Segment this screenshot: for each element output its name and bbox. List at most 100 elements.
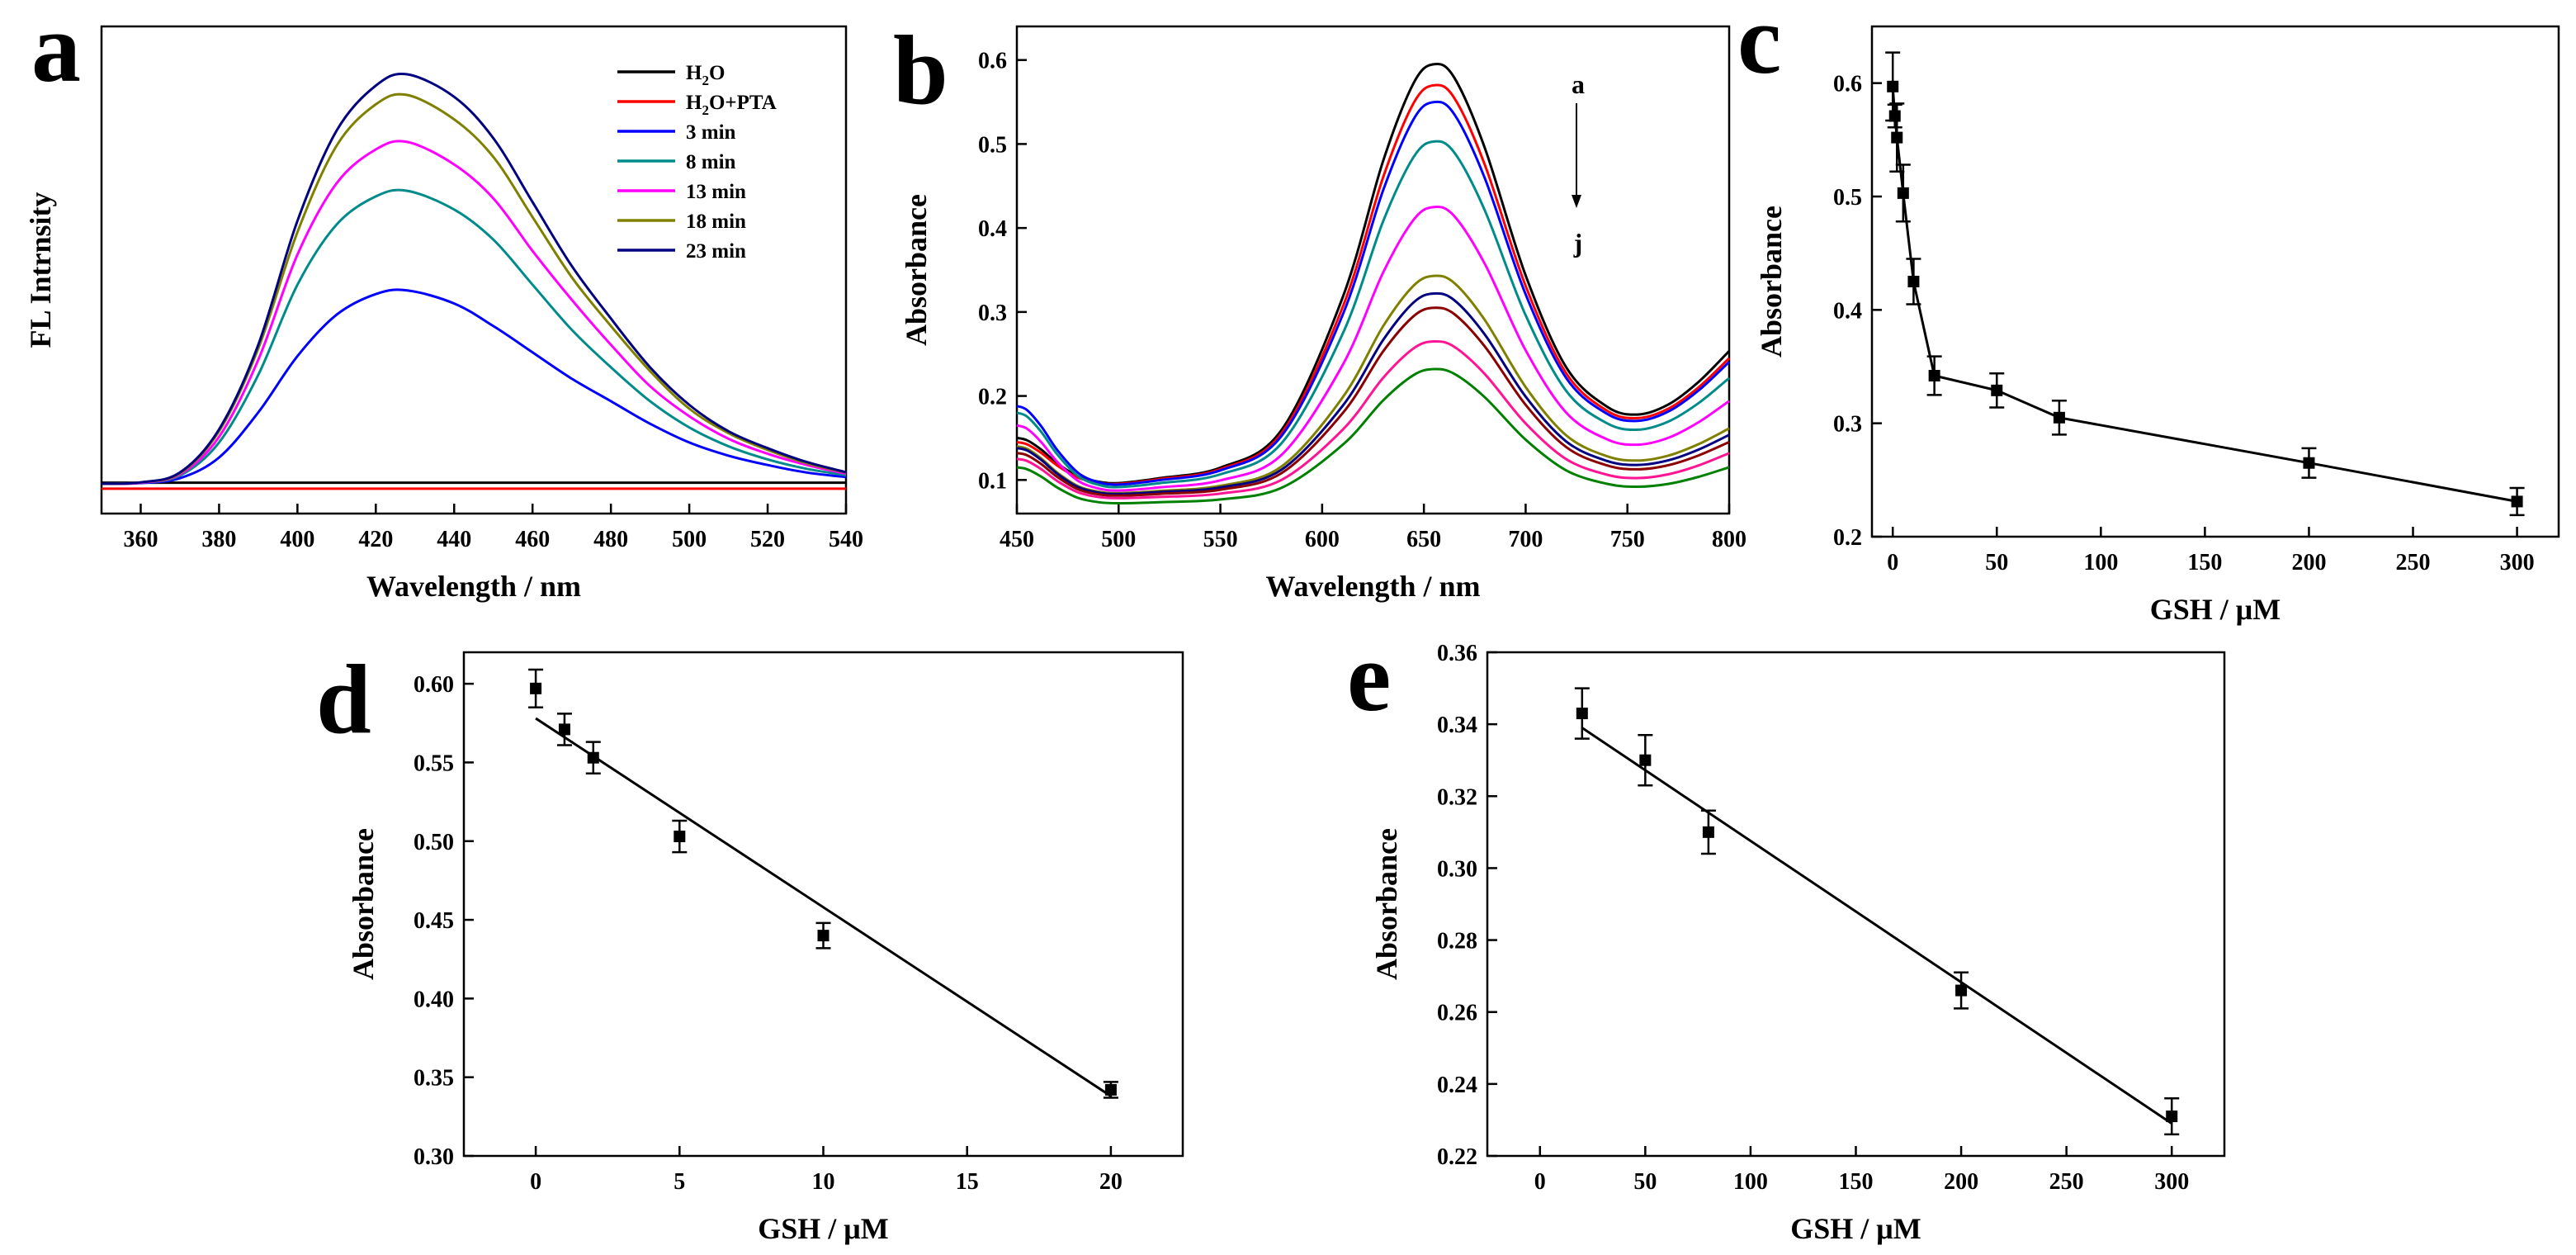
y-tick-label: 0.2 — [978, 385, 1007, 410]
x-tick-label: 500 — [1101, 527, 1136, 552]
y-tick-label: 0.55 — [414, 751, 454, 776]
data-point — [2509, 486, 2525, 517]
square-marker — [558, 723, 570, 736]
data-point — [1926, 355, 1942, 396]
square-marker — [2053, 411, 2065, 424]
series-line-8-min — [101, 188, 847, 485]
plot-frame — [1015, 25, 1731, 515]
x-tick-label: 300 — [2154, 1169, 2189, 1195]
linear-fit-line — [1581, 727, 2173, 1125]
y-tick-label: 0.45 — [414, 908, 454, 934]
x-tick-label: 20 — [1099, 1169, 1123, 1195]
x-tick-label: 15 — [956, 1169, 979, 1195]
arrow-head-icon — [1572, 195, 1581, 208]
x-axis-label: GSH / μM — [1790, 1212, 1921, 1245]
data-point — [1574, 687, 1590, 740]
x-tick-label: 50 — [1985, 550, 2008, 575]
square-marker — [1955, 984, 1968, 997]
x-axis-label: GSH / μM — [2150, 593, 2281, 626]
y-tick-label: 0.50 — [414, 830, 454, 855]
y-axis-label: Absorbance — [900, 194, 933, 346]
square-marker — [587, 751, 599, 764]
panel-e: 0 50 100 150 200 250 300 0.22 0.24 0.26 0.28 0.30 0.… — [1347, 622, 2226, 1245]
data-point — [2301, 447, 2317, 479]
series-line-13-min — [101, 140, 847, 485]
square-marker — [1702, 826, 1714, 838]
y-axis-label: Absorbance — [1755, 206, 1788, 358]
y-tick-label: 0.6 — [978, 49, 1007, 74]
legend-label: 8 min — [686, 151, 736, 173]
x-tick-label: 420 — [358, 527, 393, 552]
spectrum-line-e — [1016, 206, 1730, 492]
x-tick-label: 200 — [1944, 1169, 1978, 1195]
data-point — [1638, 733, 1653, 787]
data-point — [2051, 399, 2067, 436]
square-marker — [1907, 276, 1920, 287]
panel-a: 360 380 400 420 440 460 480 500 520 540 Wavelength… — [24, 0, 863, 603]
x-tick-label: 500 — [672, 527, 707, 552]
x-tick-label: 0 — [530, 1169, 541, 1195]
panel-label-d: d — [316, 644, 371, 754]
x-tick-label: 540 — [829, 527, 863, 552]
data-point — [1895, 163, 1911, 223]
plot-frame — [100, 25, 848, 515]
x-tick-label: 150 — [1839, 1169, 1874, 1195]
data-point — [528, 668, 544, 708]
x-tick-label: 0 — [1887, 550, 1898, 575]
x-tick-label: 800 — [1712, 527, 1746, 552]
x-tick-label: 50 — [1633, 1169, 1657, 1195]
data-point — [1887, 103, 1902, 129]
x-tick-label: 520 — [750, 527, 785, 552]
legend-label: H2O+PTA — [686, 92, 777, 118]
x-tick-label: 5 — [674, 1169, 685, 1195]
square-marker — [1891, 131, 1903, 144]
panel-label-b: b — [893, 15, 948, 125]
y-tick-label: 0.22 — [1437, 1144, 1477, 1170]
y-tick-label: 0.28 — [1437, 929, 1477, 954]
panel-label-e: e — [1347, 622, 1391, 732]
y-axis-label: Absorbance — [347, 828, 380, 980]
square-marker — [2303, 457, 2315, 469]
square-marker — [530, 682, 542, 694]
x-tick-label: 400 — [280, 527, 314, 552]
annotation-a: a — [1572, 69, 1585, 99]
square-marker — [1576, 708, 1588, 720]
square-marker — [674, 831, 686, 843]
y-tick-label: 0.26 — [1437, 1001, 1477, 1026]
y-tick-label: 0.1 — [978, 468, 1007, 494]
y-tick-label: 0.2 — [1833, 525, 1862, 551]
x-tick-label: 440 — [437, 527, 471, 552]
x-tick-label: 650 — [1406, 527, 1441, 552]
data-point — [1954, 971, 1969, 1010]
plot-frame — [1870, 25, 2560, 538]
square-marker — [2166, 1111, 2178, 1123]
square-marker — [1928, 369, 1940, 381]
x-tick-label: 750 — [1610, 527, 1645, 552]
x-tick-label: 360 — [123, 527, 158, 552]
y-tick-label: 0.24 — [1437, 1073, 1477, 1098]
connecting-line — [1891, 86, 2517, 503]
y-tick-label: 0.6 — [1833, 72, 1862, 97]
square-marker — [1991, 384, 2003, 396]
y-tick-label: 0.5 — [978, 132, 1007, 158]
x-tick-label: 600 — [1305, 527, 1340, 552]
x-tick-label: 480 — [593, 527, 628, 552]
data-point — [1906, 258, 1921, 305]
y-tick-label: 0.3 — [978, 301, 1007, 326]
square-marker — [1887, 80, 1899, 92]
panel-b: 450 500 550 600 650 700 750 800 0.1 0.2 0.3 0.4 0.5 0… — [893, 15, 1746, 603]
x-tick-label: 250 — [2396, 550, 2431, 575]
plot-frame — [462, 651, 1184, 1158]
x-tick-label: 550 — [1203, 527, 1238, 552]
legend-label: 13 min — [686, 181, 746, 203]
x-tick-label: 300 — [2500, 550, 2535, 575]
y-axis-label: FL Intrnsity — [24, 192, 57, 348]
square-marker — [817, 930, 830, 942]
plot-frame — [1486, 651, 2226, 1158]
x-tick-label: 150 — [2187, 550, 2222, 575]
panel-label-c: c — [1737, 0, 1781, 94]
y-tick-label: 0.5 — [1833, 185, 1862, 211]
linear-fit-line — [535, 717, 1112, 1097]
data-point — [1103, 1081, 1118, 1099]
